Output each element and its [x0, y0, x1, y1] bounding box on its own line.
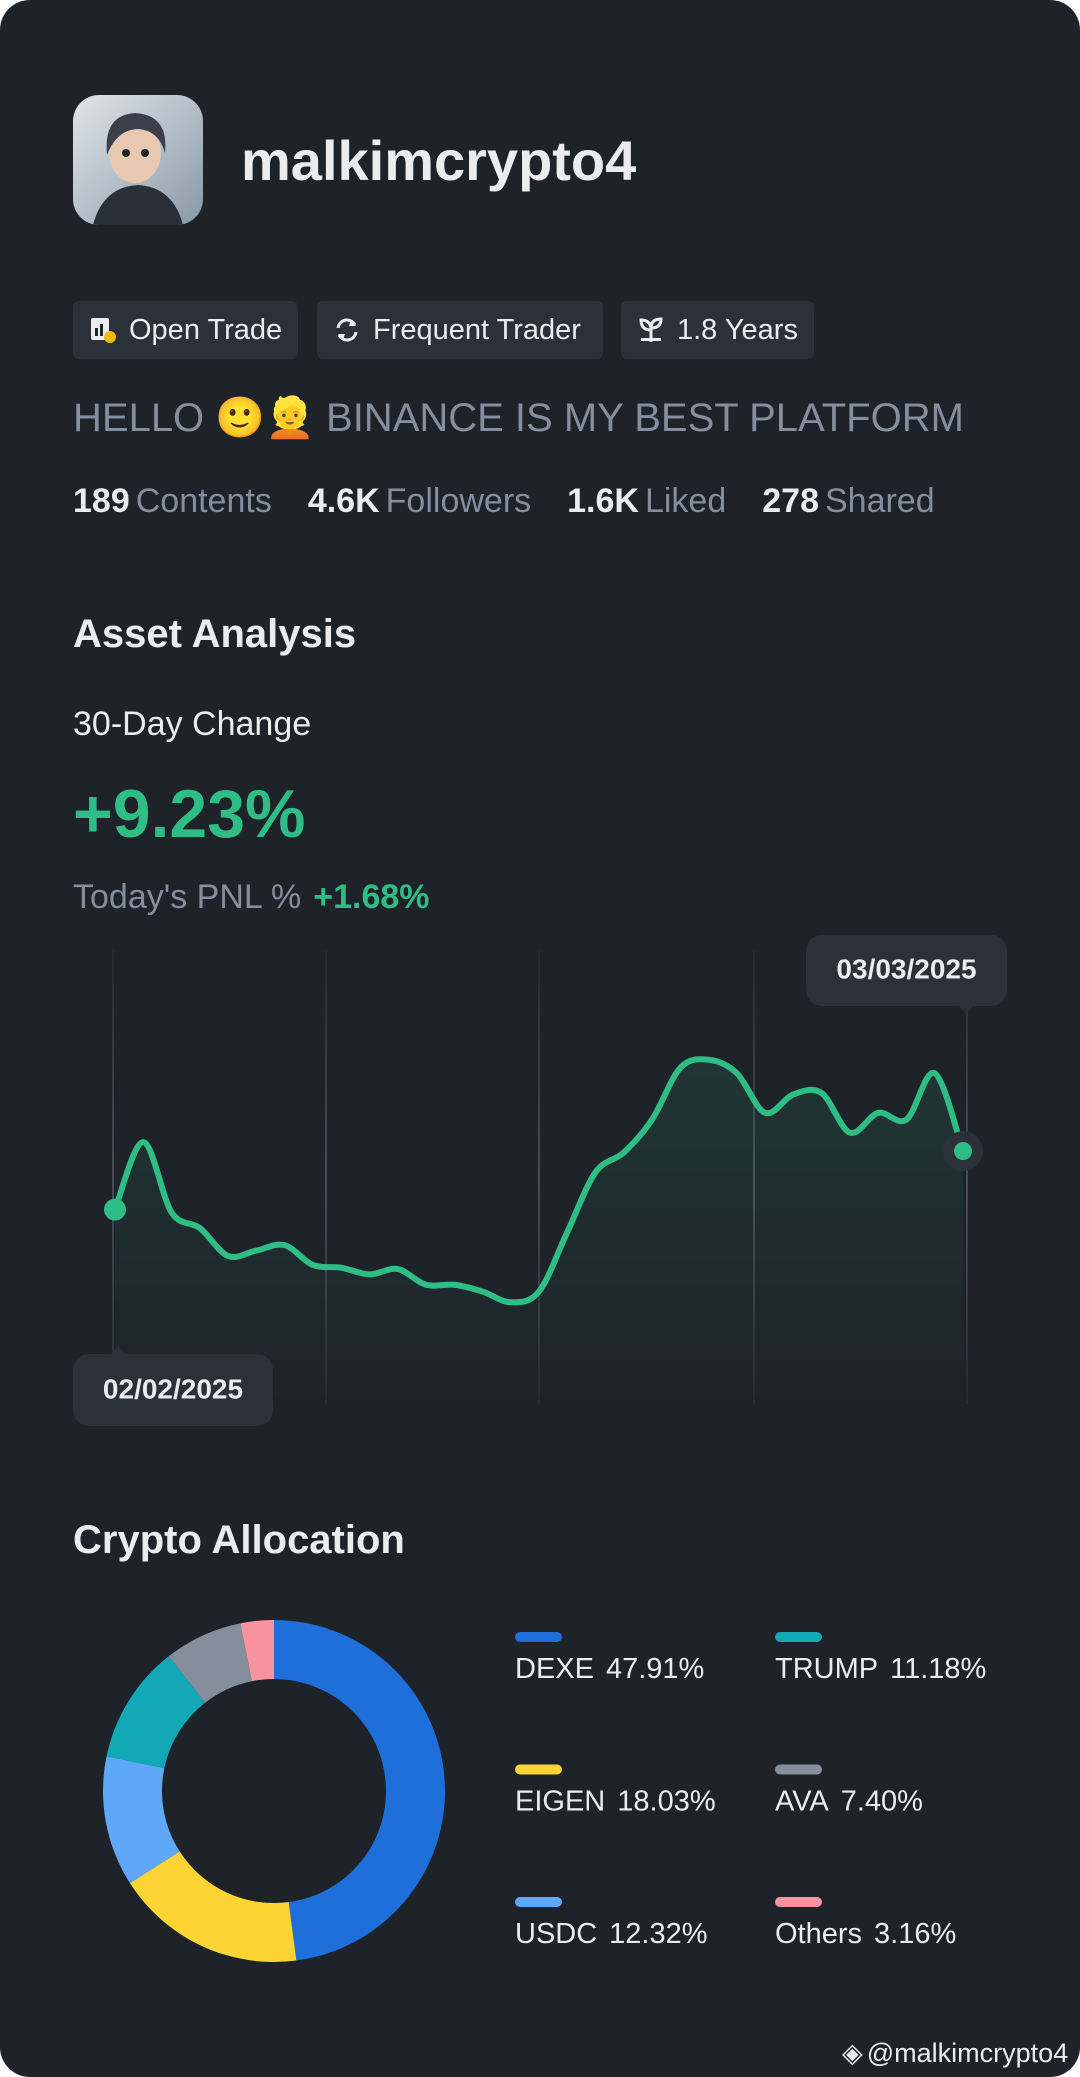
- start-point: [104, 1198, 126, 1221]
- donut-segment: [168, 1623, 252, 1703]
- stat-value: 1.6K: [567, 482, 639, 520]
- legend-swatch: [515, 1632, 562, 1642]
- stat-value: 4.6K: [307, 482, 380, 520]
- badge-icon: [639, 317, 663, 342]
- date-tooltip-pointer: [958, 1005, 974, 1014]
- badge: Frequent Trader: [317, 301, 603, 359]
- stat-label: Contents: [135, 482, 272, 520]
- legend-value: 18.03%: [617, 1786, 715, 1818]
- badge: Open Trade: [73, 301, 298, 359]
- pnl: Today's PNL % +1.68%: [73, 878, 430, 917]
- change-value: +9.23%: [73, 776, 306, 852]
- stat: 1.6K Liked: [567, 482, 726, 520]
- stats: 189 Contents 4.6K Followers 1.6K Liked 278 Shar…: [73, 482, 971, 521]
- badge-label: 1.8 Years: [677, 314, 798, 346]
- donut-segment: [240, 1620, 274, 1682]
- pnl-value: +1.68%: [313, 878, 430, 916]
- legend-name: USDC: [515, 1918, 597, 1950]
- stat-label: Shared: [824, 482, 935, 520]
- stat-label: Liked: [644, 482, 727, 520]
- legend-swatch: [515, 1897, 562, 1907]
- watermark-text: @malkimcrypto4: [866, 2038, 1069, 2068]
- avatar: [73, 95, 203, 225]
- legend-name: TRUMP: [775, 1653, 878, 1685]
- legend-swatch: [775, 1764, 822, 1775]
- stat: 4.6K Followers: [308, 482, 531, 520]
- legend-value: 3.16%: [874, 1918, 956, 1950]
- date-tooltip: [806, 935, 1007, 1006]
- date-tooltip-pointer: [110, 1346, 126, 1355]
- legend-swatch: [775, 1897, 822, 1907]
- date-label: 02/02/2025: [103, 1373, 243, 1404]
- legend-swatch: [775, 1632, 822, 1642]
- legend-value: 47.91%: [606, 1653, 704, 1685]
- badge: 1.8 Years: [621, 301, 814, 359]
- badge-label: Open Trade: [129, 314, 283, 346]
- stat: 189 Contents: [73, 482, 272, 520]
- section-title: Crypto Allocation: [73, 1518, 405, 1562]
- legend-name: DEXE: [515, 1653, 594, 1685]
- bio: HELLO 🙂👱 BINANCE IS MY BEST PLATFORM: [73, 396, 964, 440]
- watermark: ◈ @malkimcrypto4: [842, 2038, 1069, 2068]
- donut-segment: [274, 1620, 446, 1961]
- legend-swatch: [515, 1764, 562, 1775]
- legend-name: Others: [775, 1918, 862, 1950]
- line: [112, 1056, 966, 1306]
- legend-value: 12.32%: [609, 1918, 707, 1950]
- legend-name: AVA: [775, 1786, 829, 1818]
- stat-value: 189: [73, 482, 130, 520]
- pnl-label: Today's PNL %: [73, 878, 302, 916]
- donut-segment: [106, 1656, 206, 1769]
- stat-label: Followers: [385, 482, 532, 520]
- legend-value: 11.18%: [890, 1653, 986, 1685]
- date-tooltip: [73, 1354, 273, 1426]
- legend-name: EIGEN: [515, 1786, 605, 1818]
- stat-value: 278: [762, 482, 819, 520]
- stat: 278 Shared: [762, 482, 934, 520]
- badge-label: Frequent Trader: [373, 314, 581, 346]
- section-title: Asset Analysis: [73, 612, 357, 656]
- username: malkimcrypto4: [241, 129, 637, 192]
- badge-icon: [91, 318, 116, 343]
- date-label: 03/03/2025: [836, 953, 976, 984]
- line-area: [115, 1059, 963, 1404]
- change-label: 30-Day Change: [73, 705, 312, 743]
- badge-icon: [336, 318, 358, 342]
- donut-segment: [129, 1851, 297, 1962]
- end-point: [954, 1142, 972, 1161]
- legend-value: 7.40%: [841, 1786, 923, 1818]
- donut-segment: [103, 1756, 180, 1884]
